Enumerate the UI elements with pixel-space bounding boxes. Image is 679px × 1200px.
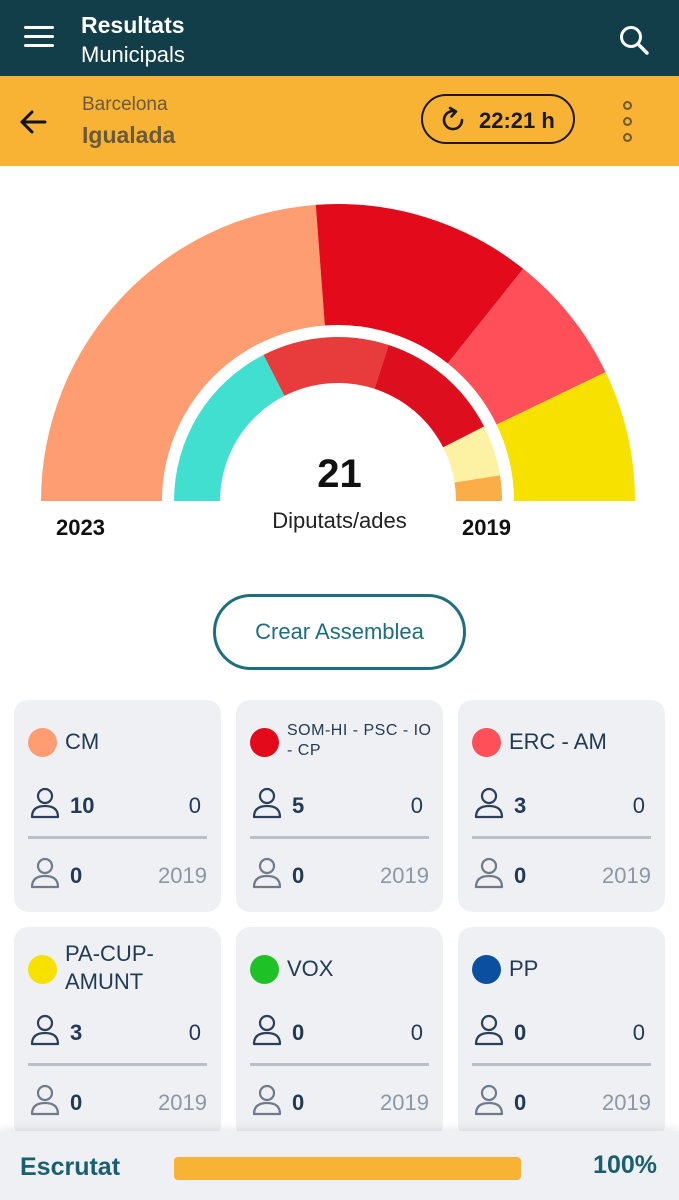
card-divider — [472, 1063, 651, 1066]
previous-year: 2019 — [602, 1090, 651, 1115]
previous-seats: 0 — [70, 1090, 83, 1115]
previous-year: 2019 — [380, 1090, 429, 1115]
province-name: Barcelona — [82, 94, 168, 115]
refresh-time: 22:21 h — [479, 108, 555, 133]
party-name: ERC - AM — [509, 729, 607, 754]
page-title: Resultats — [81, 12, 185, 38]
arrow-left-icon[interactable] — [18, 107, 48, 137]
previous-year: 2019 — [380, 863, 429, 888]
seat-difference: 0 — [188, 793, 201, 818]
previous-year: 2019 — [158, 1090, 207, 1115]
page-subtitle: Municipals — [81, 42, 185, 67]
escrutat-progress-bar — [174, 1157, 521, 1180]
party-color-dot — [28, 728, 57, 757]
refresh-button[interactable]: 22:21 h — [421, 94, 575, 144]
hamburger-menu-icon[interactable] — [24, 26, 54, 48]
user-icon — [252, 1084, 282, 1116]
search-icon[interactable] — [618, 24, 650, 56]
current-seats: 3 — [514, 793, 527, 818]
user-icon — [474, 1084, 504, 1116]
current-seats: 5 — [292, 793, 305, 818]
hemicycle-slice-2019-4 — [454, 475, 502, 501]
party-card-som-hi-psc[interactable]: SOM-HI - PSC - IO - CP 5 0 0 2019 — [236, 700, 443, 912]
current-seats: 0 — [514, 1020, 527, 1045]
user-icon — [474, 857, 504, 889]
hemicycle-slice-2023-1 — [315, 204, 524, 364]
previous-year: 2019 — [602, 863, 651, 888]
location-bar — [0, 76, 679, 166]
outer-ring-year: 2023 — [56, 515, 105, 540]
party-name: CM — [65, 729, 100, 754]
total-seats-label: Diputats/ades — [272, 508, 407, 533]
hemicycle-slice-2023-0 — [41, 204, 325, 501]
party-color-dot — [28, 955, 57, 984]
party-color-dot — [250, 728, 279, 757]
card-divider — [250, 836, 429, 839]
user-icon — [30, 857, 60, 889]
seat-difference: 0 — [410, 1020, 423, 1045]
user-icon — [30, 787, 60, 819]
user-icon — [30, 1014, 60, 1046]
escrutat-percent: 100% — [593, 1151, 657, 1179]
party-card-erc-am[interactable]: ERC - AM 3 0 0 2019 — [458, 700, 665, 912]
party-name: VOX — [287, 956, 334, 981]
app-header — [0, 0, 679, 76]
previous-seats: 0 — [514, 863, 527, 888]
user-icon — [474, 787, 504, 819]
create-assembly-button[interactable]: Crear Assemblea — [213, 594, 466, 670]
refresh-icon — [442, 106, 464, 131]
inner-ring-year: 2019 — [462, 515, 511, 540]
seat-difference: 0 — [188, 1020, 201, 1045]
escrutat-label: Escrutat — [20, 1153, 121, 1181]
party-name: SOM-HI - PSC - IO - CP — [287, 722, 432, 759]
app-title: Resultats Municipals — [81, 10, 185, 70]
party-color-dot — [472, 955, 501, 984]
total-seats: 21 — [317, 452, 362, 496]
hemicycle-slice-2019-0 — [174, 354, 285, 501]
current-seats: 10 — [70, 793, 95, 818]
previous-seats: 0 — [70, 863, 83, 888]
current-seats: 3 — [70, 1020, 83, 1045]
city-name: Igualada — [82, 122, 176, 148]
party-name: PP — [509, 956, 539, 981]
more-vertical-icon[interactable] — [620, 101, 636, 143]
hemicycle-slice-2019-1 — [263, 337, 389, 396]
party-card-pp[interactable]: PP 0 0 0 2019 — [458, 927, 665, 1139]
hemicycle-slice-2023-2 — [447, 268, 606, 425]
card-divider — [250, 1063, 429, 1066]
card-divider — [28, 836, 207, 839]
previous-seats: 0 — [514, 1090, 527, 1115]
user-icon — [474, 1014, 504, 1046]
seat-difference: 0 — [632, 1020, 645, 1045]
previous-year: 2019 — [158, 863, 207, 888]
user-icon — [252, 787, 282, 819]
seat-difference: 0 — [632, 793, 645, 818]
seat-difference: 0 — [410, 793, 423, 818]
hemicycle-slice-2019-2 — [374, 345, 485, 448]
party-card-pa-cup-amunt[interactable]: PA-CUP-AMUNT 3 0 0 2019 — [14, 927, 221, 1139]
previous-seats: 0 — [292, 863, 305, 888]
user-icon — [30, 1084, 60, 1116]
user-icon — [252, 1014, 282, 1046]
card-divider — [472, 836, 651, 839]
party-color-dot — [250, 955, 279, 984]
party-color-dot — [472, 728, 501, 757]
current-seats: 0 — [292, 1020, 305, 1045]
hemicycle-chart — [41, 204, 635, 501]
user-icon — [252, 857, 282, 889]
party-card-vox[interactable]: VOX 0 0 0 2019 — [236, 927, 443, 1139]
card-divider — [28, 1063, 207, 1066]
party-name: PA-CUP-AMUNT — [65, 941, 154, 994]
previous-seats: 0 — [292, 1090, 305, 1115]
party-card-cm[interactable]: CM 10 0 0 2019 — [14, 700, 221, 912]
hemicycle-slice-2019-3 — [443, 426, 500, 483]
escrutat-progress-fill — [174, 1157, 521, 1180]
hemicycle-slice-2023-3 — [496, 372, 635, 501]
